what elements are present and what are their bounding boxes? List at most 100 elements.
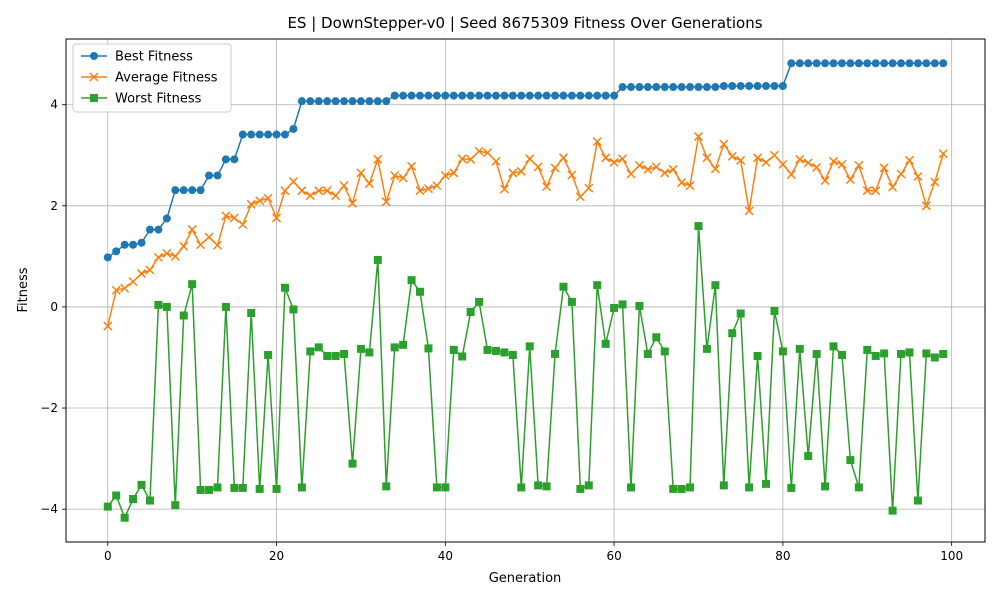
data-point: [272, 130, 281, 139]
data-point: [584, 91, 593, 100]
data-point: [171, 501, 180, 510]
y-tick-label: 4: [50, 98, 58, 112]
data-point: [761, 157, 771, 167]
data-point: [567, 297, 576, 306]
data-point: [382, 97, 391, 106]
data-point: [660, 347, 669, 356]
data-point: [939, 59, 948, 68]
data-point: [854, 160, 864, 170]
x-tick-label: 20: [269, 549, 284, 563]
data-point: [592, 137, 602, 147]
data-point: [272, 484, 281, 493]
data-point: [457, 154, 467, 164]
data-point: [103, 321, 113, 331]
data-point: [542, 182, 552, 192]
data-point: [458, 91, 467, 100]
legend-item: Worst Fitness: [81, 92, 202, 107]
data-point: [129, 495, 138, 504]
data-point: [230, 483, 239, 492]
data-point: [331, 97, 340, 106]
data-point: [170, 251, 180, 261]
data-point: [862, 186, 872, 196]
legend: Best Fitness Average Fitness Worst Fitness: [72, 43, 232, 113]
data-point: [500, 91, 509, 100]
data-point: [880, 349, 889, 358]
data-point: [272, 213, 282, 223]
y-tick-label: −4: [40, 502, 58, 516]
data-point: [205, 171, 214, 180]
data-point: [508, 168, 518, 178]
data-point: [905, 59, 914, 68]
data-point: [483, 345, 492, 354]
data-point: [179, 311, 188, 320]
data-point: [491, 346, 500, 355]
data-point: [694, 83, 703, 92]
data-point: [399, 340, 408, 349]
data-point: [559, 282, 568, 291]
x-tick-label: 100: [940, 549, 963, 563]
data-point: [795, 59, 804, 68]
data-point: [828, 156, 839, 166]
data-point: [829, 59, 838, 68]
data-point: [846, 456, 855, 465]
grid-lines: [66, 39, 985, 542]
data-point: [264, 130, 273, 139]
data-point: [297, 186, 307, 196]
data-point: [475, 297, 484, 306]
data-point: [626, 483, 635, 492]
data-point: [474, 146, 484, 156]
data-point: [863, 59, 872, 68]
data-point: [905, 348, 914, 357]
data-point: [263, 193, 273, 203]
data-point: [930, 353, 939, 362]
data-point: [111, 285, 121, 295]
data-point: [145, 265, 155, 275]
data-point: [660, 168, 670, 178]
data-point: [238, 483, 247, 492]
data-point: [230, 155, 239, 164]
data-point: [871, 59, 880, 68]
data-point: [314, 97, 323, 106]
data-point: [458, 352, 467, 361]
data-point: [120, 513, 129, 522]
data-point: [508, 350, 517, 359]
data-point: [820, 176, 830, 186]
series-best-fitness: [103, 59, 948, 262]
data-point: [685, 181, 695, 191]
data-point: [626, 83, 635, 92]
data-point: [238, 130, 247, 139]
data-point: [845, 175, 855, 185]
data-point: [753, 153, 763, 163]
data-point: [449, 345, 458, 354]
data-point: [551, 91, 560, 100]
data-point: [795, 344, 804, 353]
data-point: [188, 280, 197, 289]
legend-label: Worst Fitness: [115, 92, 202, 107]
data-point: [289, 305, 298, 314]
data-point: [255, 484, 264, 493]
data-point: [221, 155, 230, 164]
data-point: [618, 154, 628, 164]
x-tick-label: 0: [104, 549, 112, 563]
data-point: [837, 350, 846, 359]
data-point: [618, 300, 627, 309]
data-point: [390, 343, 399, 352]
y-tick-label: −2: [40, 401, 58, 415]
data-point: [440, 170, 450, 181]
data-point: [212, 240, 223, 250]
data-point: [694, 222, 703, 231]
data-point: [593, 91, 602, 100]
series-worst-fitness: [103, 222, 948, 522]
data-point: [609, 157, 619, 167]
data-point: [264, 350, 273, 359]
data-point: [323, 351, 332, 360]
data-point: [213, 483, 222, 492]
data-point: [441, 91, 450, 100]
data-point: [778, 347, 787, 356]
data-point: [482, 148, 493, 158]
legend-marker: [89, 72, 99, 82]
data-point: [280, 283, 289, 292]
data-point: [542, 482, 551, 491]
data-point: [727, 151, 737, 161]
data-point: [551, 349, 560, 358]
